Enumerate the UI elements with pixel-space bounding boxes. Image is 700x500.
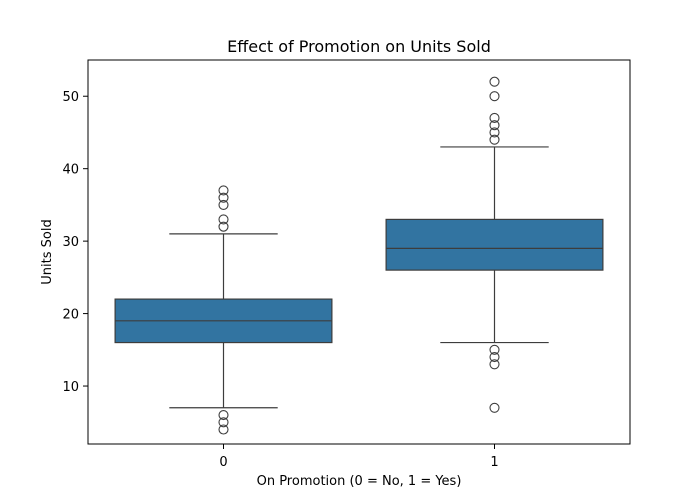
y-tick-label: 40	[62, 163, 79, 178]
outlier-point	[489, 120, 500, 131]
box-group-1	[385, 76, 604, 413]
y-tick-label: 10	[62, 380, 79, 395]
outlier-point	[218, 199, 229, 210]
outlier-point	[489, 344, 500, 355]
iqr-box	[385, 218, 604, 271]
y-axis: 10 20 30 40 50	[62, 90, 88, 395]
outlier-point	[218, 214, 229, 225]
outlier-point	[218, 409, 229, 421]
outlier-point	[489, 359, 500, 370]
outlier-point	[218, 424, 229, 435]
boxes-layer	[114, 76, 604, 435]
outlier-point	[218, 417, 229, 428]
chart-title: Effect of Promotion on Units Sold	[227, 37, 491, 56]
outlier-point	[218, 185, 229, 196]
y-tick-label: 20	[62, 308, 79, 323]
y-tick-label: 30	[62, 235, 79, 250]
x-tick-label: 1	[490, 455, 498, 470]
y-axis-label: Units Sold	[40, 219, 55, 284]
outlier-point	[218, 221, 229, 232]
outlier-point	[489, 127, 500, 138]
outlier-point	[489, 134, 500, 145]
outlier-point	[489, 352, 500, 363]
outlier-point	[489, 76, 500, 87]
box-group-0	[114, 185, 333, 435]
x-axis-label: On Promotion (0 = No, 1 = Yes)	[257, 474, 462, 489]
outlier-point	[218, 192, 229, 203]
outlier-point	[489, 402, 500, 413]
outlier-point	[489, 112, 500, 124]
plot-area-frame	[87, 59, 631, 445]
y-tick-label: 50	[62, 90, 79, 105]
outlier-point	[489, 91, 500, 102]
x-tick-label: 0	[219, 455, 227, 470]
